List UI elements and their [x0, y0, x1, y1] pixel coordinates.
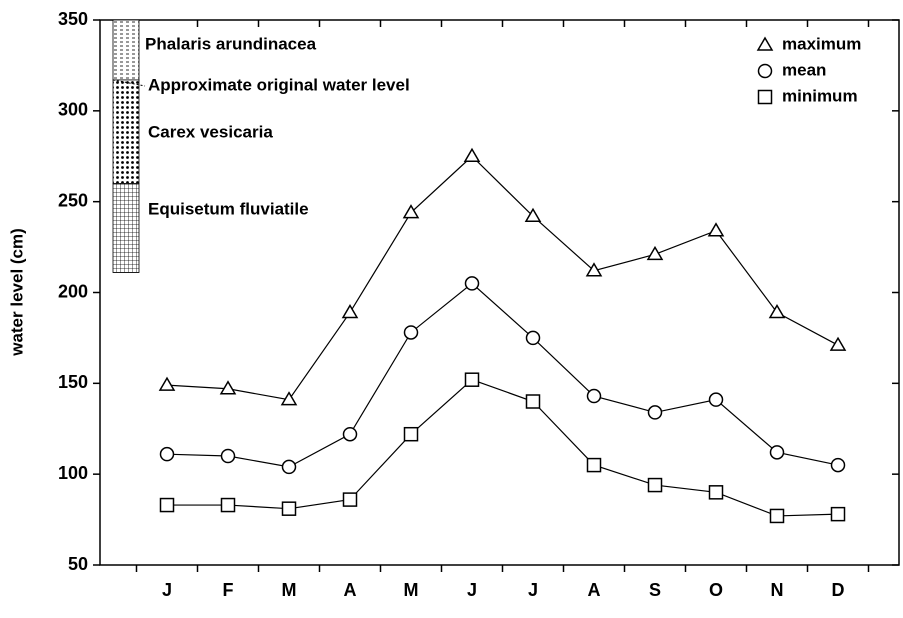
data-point — [403, 426, 419, 442]
data-point — [646, 245, 664, 261]
y-tick-label: 350 — [58, 9, 88, 29]
zone-bar — [112, 19, 140, 81]
data-point — [829, 336, 847, 351]
legend-marker — [756, 36, 774, 51]
data-point — [158, 376, 176, 391]
data-point — [403, 325, 419, 340]
data-point — [341, 303, 359, 319]
data-point — [586, 388, 602, 404]
reference-level — [112, 79, 146, 87]
zone-bar — [112, 183, 140, 273]
data-point — [159, 446, 175, 462]
x-tick-label: D — [832, 580, 845, 600]
x-tick-label: N — [771, 580, 784, 600]
x-tick-label: F — [223, 580, 234, 600]
data-point — [525, 330, 541, 346]
data-point — [463, 147, 481, 162]
data-point — [220, 497, 236, 513]
data-point — [708, 392, 724, 407]
data-point — [707, 222, 725, 237]
data-point — [464, 276, 480, 291]
y-tick-label: 250 — [58, 190, 88, 210]
data-point — [586, 457, 602, 473]
y-tick-label: 200 — [58, 281, 88, 301]
zone-label: Equisetum fluviatile — [148, 199, 309, 218]
x-tick-label: M — [282, 580, 297, 600]
zone-label: Phalaris arundinacea — [145, 34, 317, 53]
y-axis-title: water level (cm) — [7, 228, 26, 357]
y-tick-label: 150 — [58, 372, 88, 392]
data-point — [647, 405, 663, 420]
legend-marker — [757, 89, 773, 105]
data-point — [464, 372, 480, 387]
data-point — [524, 207, 542, 222]
zone-bar — [112, 79, 140, 184]
data-point — [342, 426, 358, 442]
x-tick-label: J — [162, 580, 172, 600]
series-line — [166, 155, 839, 401]
x-tick-label: A — [344, 580, 357, 600]
data-point — [769, 445, 785, 460]
data-point — [768, 303, 786, 319]
y-tick-label: 50 — [68, 554, 88, 574]
data-point — [830, 506, 846, 522]
x-tick-label: A — [588, 580, 601, 600]
y-tick-label: 300 — [58, 100, 88, 120]
x-tick-label: J — [528, 580, 538, 600]
x-tick-label: S — [649, 580, 661, 600]
data-point — [159, 497, 175, 513]
zone-label: Carex vesicaria — [148, 122, 273, 141]
data-point — [280, 391, 298, 406]
y-tick-label: 100 — [58, 463, 88, 483]
legend-label: maximum — [782, 34, 861, 53]
data-point — [342, 492, 358, 507]
x-tick-label: O — [709, 580, 723, 600]
data-point — [402, 204, 420, 219]
legend-label: mean — [782, 60, 826, 79]
x-tick-label: M — [404, 580, 419, 600]
data-point — [830, 457, 846, 473]
data-point — [708, 485, 724, 500]
legend-label: minimum — [782, 86, 858, 105]
data-point — [585, 262, 603, 277]
reference-label: Approximate original water level — [148, 75, 410, 94]
x-tick-label: J — [467, 580, 477, 600]
series-line — [166, 282, 839, 468]
data-point — [769, 508, 785, 524]
data-point — [220, 448, 236, 464]
data-point — [525, 394, 541, 409]
data-point — [219, 380, 237, 395]
plot-frame — [99, 19, 900, 566]
legend-marker — [757, 63, 773, 79]
data-point — [281, 459, 297, 475]
data-point — [647, 477, 663, 493]
data-point — [281, 501, 297, 516]
series-line — [167, 379, 839, 517]
